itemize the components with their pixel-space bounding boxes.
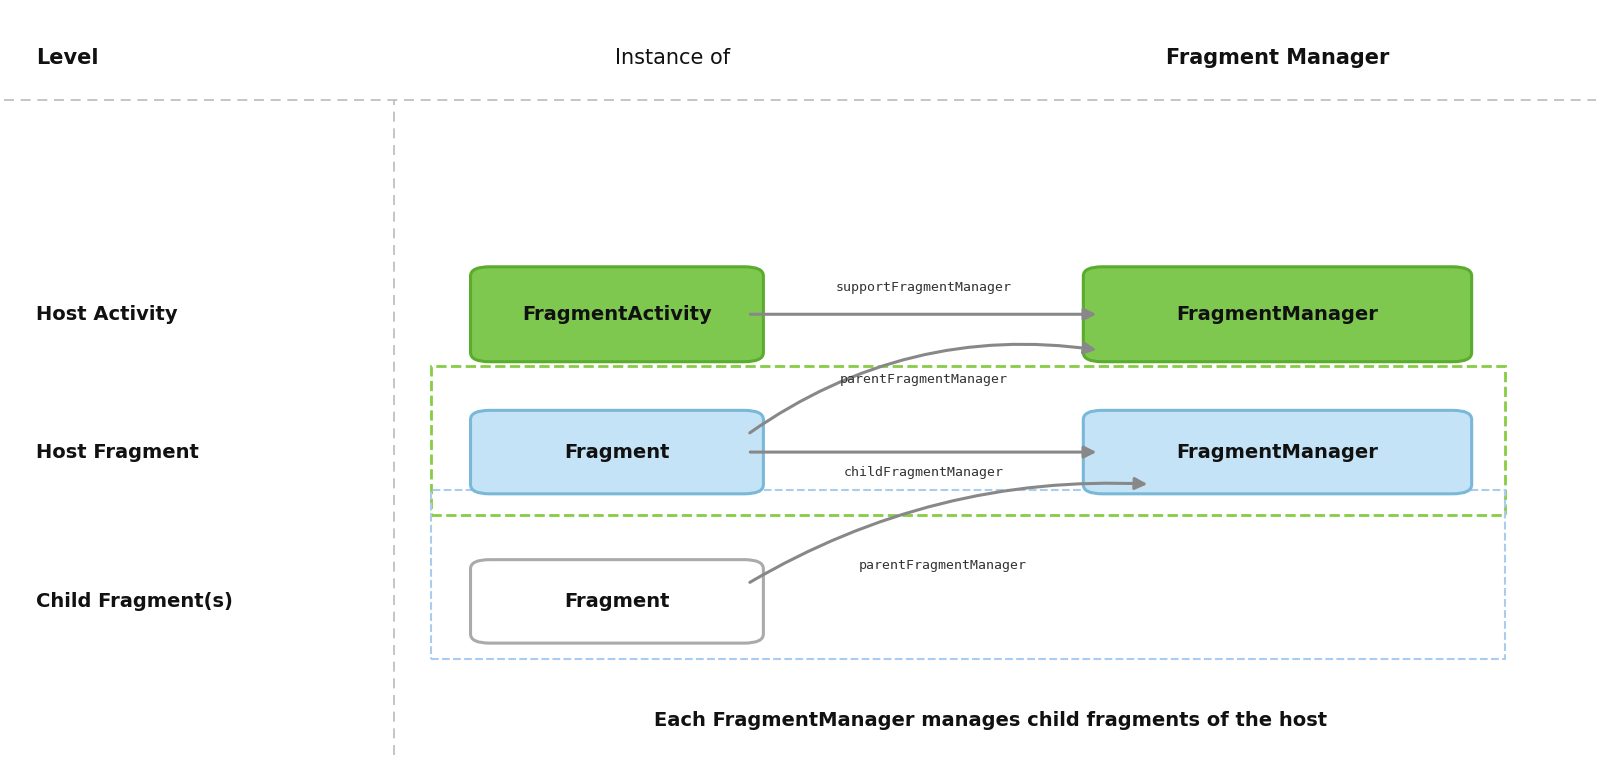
- Text: FragmentActivity: FragmentActivity: [522, 305, 712, 324]
- FancyBboxPatch shape: [470, 560, 763, 643]
- FancyBboxPatch shape: [470, 267, 763, 361]
- Text: Host Fragment: Host Fragment: [35, 443, 198, 461]
- Text: FragmentManager: FragmentManager: [1176, 305, 1379, 324]
- Text: Fragment: Fragment: [565, 443, 670, 461]
- Text: Fragment Manager: Fragment Manager: [1166, 48, 1389, 68]
- FancyBboxPatch shape: [470, 410, 763, 494]
- Text: Each FragmentManager manages child fragments of the host: Each FragmentManager manages child fragm…: [654, 711, 1328, 730]
- Text: Instance of: Instance of: [614, 48, 730, 68]
- Text: parentFragmentManager: parentFragmentManager: [840, 373, 1008, 386]
- Text: childFragmentManager: childFragmentManager: [845, 466, 1005, 479]
- FancyBboxPatch shape: [1083, 410, 1472, 494]
- Text: Fragment: Fragment: [565, 592, 670, 611]
- Text: Child Fragment(s): Child Fragment(s): [35, 592, 234, 611]
- Text: Host Activity: Host Activity: [35, 305, 178, 324]
- Text: FragmentManager: FragmentManager: [1176, 443, 1379, 461]
- Text: supportFragmentManager: supportFragmentManager: [837, 281, 1013, 294]
- Text: Level: Level: [35, 48, 99, 68]
- FancyBboxPatch shape: [1083, 267, 1472, 361]
- Text: parentFragmentManager: parentFragmentManager: [859, 559, 1027, 572]
